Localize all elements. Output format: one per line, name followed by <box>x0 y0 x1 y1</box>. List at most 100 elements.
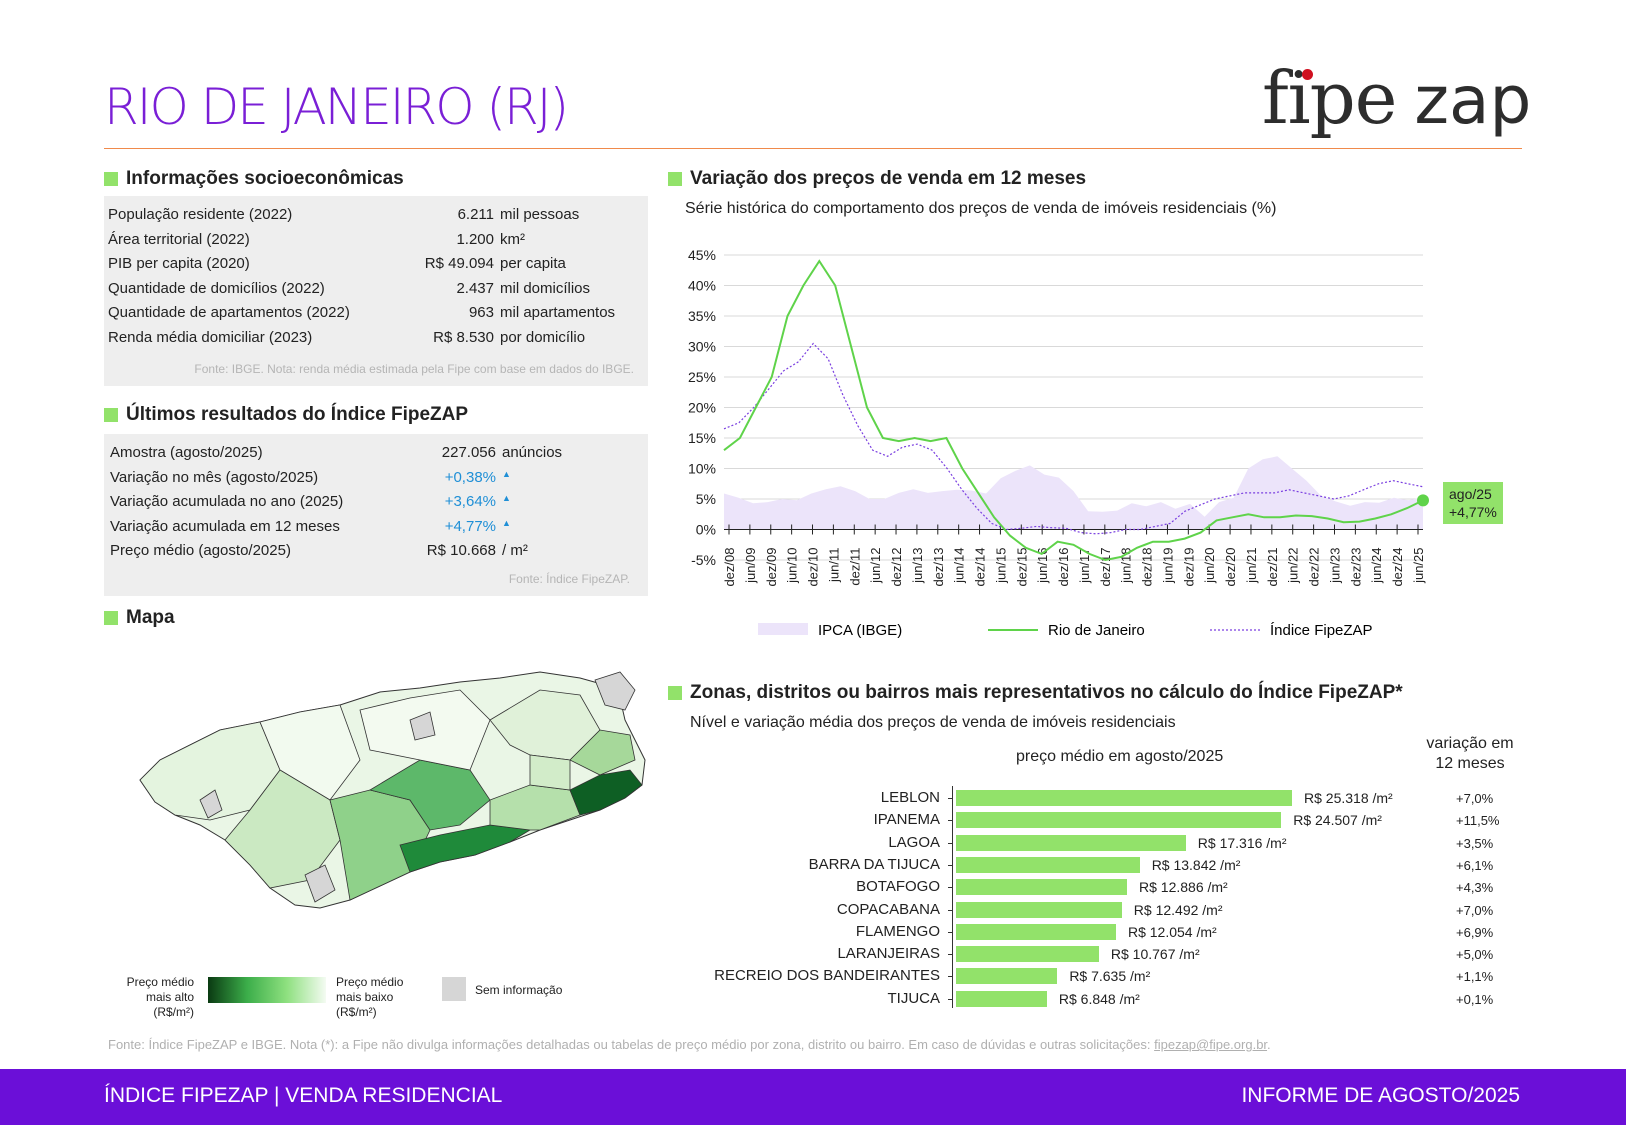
x-tick-label: jun/15 <box>993 548 1008 584</box>
x-tick-label: jun/16 <box>1035 548 1050 584</box>
y-tick-label: 15% <box>688 430 716 446</box>
x-tick-label: dez/17 <box>1098 548 1113 587</box>
info-row-label: Amostra (agosto/2025) <box>110 444 263 461</box>
bar-variation-label: +4,3% <box>1456 880 1494 896</box>
x-tick-label: jun/21 <box>1244 548 1259 584</box>
bar <box>956 923 1116 940</box>
bar-category-label: TIJUCA <box>887 989 941 1007</box>
x-tick-label: jun/19 <box>1160 548 1175 584</box>
info-row-label: Quantidade de apartamentos (2022) <box>108 304 350 321</box>
info-row-value: +0,38% <box>444 468 496 486</box>
x-tick-label: dez/09 <box>764 548 779 587</box>
x-tick-label: dez/08 <box>722 548 737 587</box>
bar-category-label: COPACABANA <box>836 900 940 918</box>
bar-value-label: R$ 24.507 /m² <box>1293 812 1382 829</box>
bar-value-label: R$ 13.842 /m² <box>1151 856 1241 873</box>
y-tick-label: 35% <box>688 308 716 324</box>
x-tick-label: jun/23 <box>1327 548 1342 584</box>
bar-category-label: LARANJEIRAS <box>837 945 940 963</box>
bar <box>956 879 1127 896</box>
bar-value-label: R$ 25.318 /m² <box>1304 790 1393 806</box>
section-marker-icon <box>668 172 682 186</box>
x-tick-label: jun/25 <box>1411 548 1426 584</box>
bar-category-label: FLAMENGO <box>855 922 940 940</box>
x-tick-label: dez/22 <box>1307 548 1322 587</box>
y-tick-label: 40% <box>688 278 716 294</box>
bar-value-label: R$ 12.054 /m² <box>1127 923 1217 940</box>
rio-map <box>139 671 646 909</box>
info-row-unit: mil domicílios <box>500 279 591 297</box>
up-arrow-icon: ▲ <box>502 468 511 479</box>
info-row-label: PIB per capita (2020) <box>108 255 250 272</box>
rio-line <box>723 259 1424 562</box>
logo-zap-text: zap <box>1414 62 1532 139</box>
x-tick-label: dez/11 <box>847 548 862 586</box>
info-row-value: +4,77% <box>444 517 496 535</box>
bar-tick <box>948 931 953 933</box>
fipezap-logo: fipe zap <box>1262 56 1531 140</box>
bar-variation-label: +6,1% <box>1456 857 1494 873</box>
legend-gradient <box>208 977 326 1003</box>
legend-none: Sem informação <box>475 983 563 997</box>
info-row-value: R$ 49.094 <box>424 255 494 272</box>
legend-ipca-swatch <box>758 623 808 635</box>
info-row: Variação acumulada em 12 meses +4,77% ▲ <box>106 518 646 542</box>
bar <box>956 790 1292 806</box>
logo-fipe-text: fipe <box>1262 56 1397 140</box>
col-price-header: preço médio em agosto/2025 <box>1016 748 1224 765</box>
legend-high: Preço médio mais alto (R$/m²) <box>126 975 194 1019</box>
bar-tick <box>948 887 953 889</box>
bar-variation-label: +3,5% <box>1456 835 1494 851</box>
footnote-email-link[interactable]: fipezap@fipe.org.br <box>1154 1037 1268 1052</box>
end-point-marker <box>1417 494 1429 507</box>
socio-panel: População residente (2022) 6.211 mil pesso… <box>104 196 648 386</box>
bar <box>956 812 1282 829</box>
bar-value-label: R$ 12.886 /m² <box>1139 879 1228 896</box>
info-row: Quantidade de domicílios (2022) 2.437 mil … <box>104 280 644 304</box>
bar-category-label: LAGOA <box>888 833 940 851</box>
bar-tick <box>948 954 953 956</box>
info-row-unit: mil pessoas <box>500 206 580 223</box>
bar-variation-label: +6,9% <box>1456 924 1494 940</box>
bar <box>956 990 1047 1007</box>
socio-source: Fonte: IBGE. Nota: renda média estimada … <box>194 362 634 376</box>
bar-value-label: R$ 10.767 /m² <box>1110 946 1200 963</box>
x-tick-label: dez/24 <box>1390 548 1405 587</box>
info-row: Área territorial (2022) 1.200 km² <box>104 231 644 255</box>
footnote-text: Fonte: Índice FipeZAP e IBGE. Nota (*): … <box>108 1037 1155 1052</box>
info-row: Variação acumulada no ano (2025) +3,64% ▲ <box>106 493 646 517</box>
bar <box>956 856 1140 873</box>
info-row-label: Variação no mês (agosto/2025) <box>110 468 319 486</box>
info-row: População residente (2022) 6.211 mil pesso… <box>104 206 644 230</box>
legend-fipezap-label: Índice FipeZAP <box>1270 622 1373 639</box>
y-tick-label: 30% <box>688 339 716 355</box>
info-row-value: R$ 8.530 <box>433 328 494 346</box>
map-heading-text: Mapa <box>126 607 175 628</box>
line-chart-subtitle: Série histórica do comportamento dos pre… <box>685 200 1277 217</box>
info-row: Preço médio (agosto/2025) R$ 10.668 / m² <box>106 542 646 566</box>
bar-category-label: IPANEMA <box>873 811 940 829</box>
info-row-unit: km² <box>500 230 525 248</box>
legend-none-swatch <box>442 977 466 1001</box>
bar-variation-label: +0,1% <box>1456 991 1494 1007</box>
info-row-value: +3,64% <box>444 493 496 510</box>
x-tick-label: dez/14 <box>973 548 988 587</box>
x-tick-label: dez/19 <box>1181 548 1196 587</box>
col-var-header: variação em 12 meses <box>1426 735 1514 772</box>
socio-heading: Informações socioeconômicas <box>104 168 404 190</box>
bar-variation-label: +11,5% <box>1456 813 1500 829</box>
bar-axis <box>952 786 953 1008</box>
x-tick-label: jun/22 <box>1286 548 1301 584</box>
header-divider <box>104 148 1522 149</box>
footnote-end: . <box>1267 1037 1271 1052</box>
x-tick-label: jun/17 <box>1077 548 1092 584</box>
bar-tick <box>948 864 953 866</box>
footer-bar: ÍNDICE FIPEZAP | VENDA RESIDENCIAL INFOR… <box>0 1069 1626 1125</box>
info-row-label: Variação acumulada em 12 meses <box>110 517 340 535</box>
bar-variation-label: +1,1% <box>1456 969 1494 985</box>
section-marker-icon <box>668 686 682 700</box>
legend-low: Preço médio mais baixo (R$/m²) <box>336 975 404 1019</box>
y-tick-label: 20% <box>688 400 716 416</box>
results-source: Fonte: Índice FipeZAP. <box>508 572 630 586</box>
logo-dot-icon <box>1302 69 1313 80</box>
